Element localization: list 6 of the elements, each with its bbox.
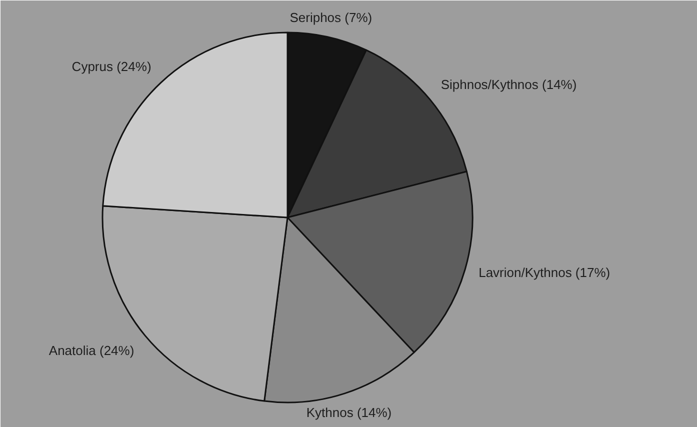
slice-label: Kythnos (14%) [306,404,392,420]
slice-label: Lavrion/Kythnos (17%) [478,264,610,280]
slice-label: Cyprus (24%) [72,58,152,74]
slice-label: Seriphos (7%) [290,10,372,26]
slice-label: Siphnos/Kythnos (14%) [440,76,577,92]
slice-label: Anatolia (24%) [48,343,134,358]
